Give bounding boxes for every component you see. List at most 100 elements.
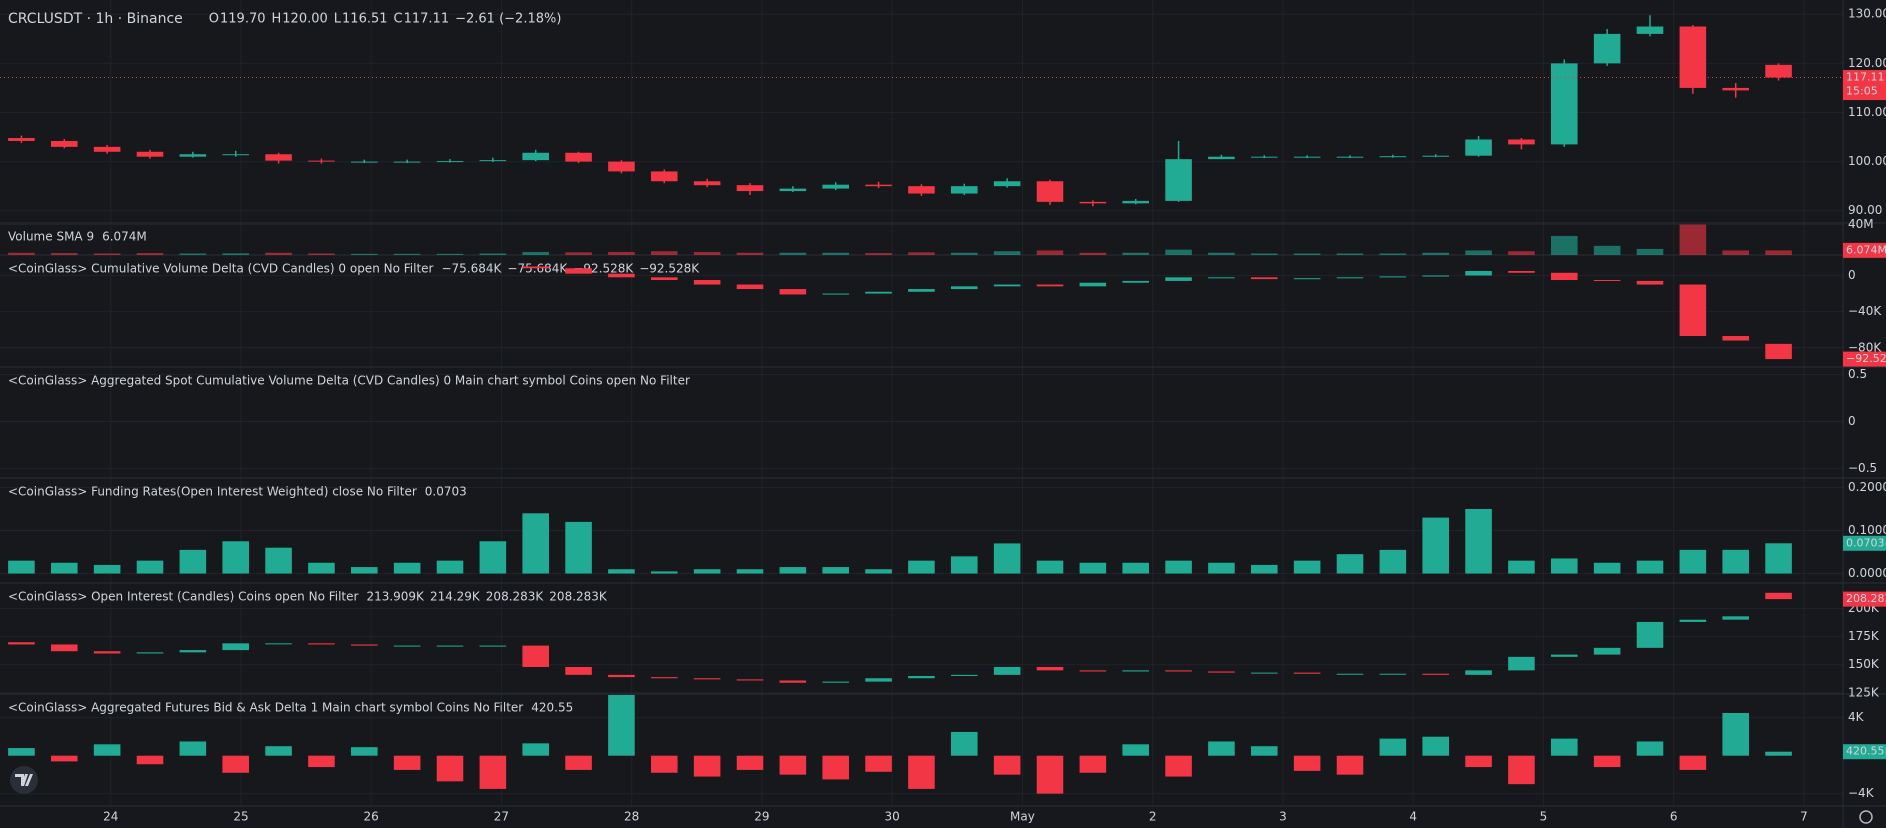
- candle-body: [1379, 276, 1407, 278]
- legend-value: 208.283K: [486, 590, 545, 604]
- x-tick-label: 2: [1149, 810, 1157, 824]
- candle-body: [865, 291, 892, 294]
- candle-body: [993, 181, 1021, 187]
- volume-bar: [1679, 224, 1707, 255]
- grid: [0, 0, 1843, 806]
- x-tick-label: 30: [885, 810, 900, 824]
- volume-bar: [993, 251, 1021, 255]
- bar: [1679, 549, 1707, 574]
- candle-body: [1122, 670, 1149, 672]
- candle-body: [1208, 156, 1235, 160]
- bar: [51, 755, 78, 762]
- candle-body: [1722, 87, 1749, 91]
- y-tick-label: 40M: [1848, 217, 1874, 231]
- bar: [1765, 751, 1792, 756]
- legend-value: 119.70: [220, 12, 266, 27]
- candle-body: [693, 280, 721, 285]
- bar: [608, 569, 635, 574]
- candle-body: [179, 154, 207, 157]
- candle-body: [1636, 621, 1664, 648]
- bar: [351, 567, 378, 574]
- volume-bar: [1593, 245, 1621, 255]
- candle-body: [822, 184, 849, 189]
- legend-value: 208.283K: [549, 590, 608, 604]
- bar: [308, 755, 335, 768]
- candle-body: [565, 152, 592, 162]
- legend-value: 120.00: [282, 12, 328, 27]
- indicator-title: <CoinGlass> Aggregated Spot Cumulative V…: [8, 374, 690, 388]
- volume-bar: [136, 253, 164, 255]
- bar: [1593, 755, 1621, 768]
- bar: [908, 560, 935, 574]
- bar: [1765, 543, 1792, 574]
- candle-body: [222, 154, 249, 156]
- bar: [265, 547, 292, 574]
- bar: [1079, 755, 1107, 773]
- x-tick-label: May: [1010, 810, 1035, 824]
- candle-body: [222, 643, 249, 651]
- bar: [1465, 755, 1492, 768]
- candle-body: [522, 152, 549, 161]
- candle-body: [779, 188, 807, 192]
- bar: [1508, 755, 1535, 785]
- candle-body: [1636, 26, 1664, 34]
- candle-body: [565, 268, 592, 274]
- candle-body: [1551, 63, 1578, 145]
- candle-body: [779, 680, 807, 683]
- volume-bar: [565, 252, 592, 255]
- price-tag-label: −92.528K: [1846, 352, 1886, 365]
- candle-body: [436, 161, 464, 163]
- candle-body: [951, 674, 978, 676]
- bar: [436, 755, 464, 782]
- price-tag: [1843, 351, 1886, 367]
- bar: [993, 755, 1021, 775]
- bar: [265, 746, 292, 756]
- bar: [736, 569, 764, 574]
- bar: [1379, 738, 1407, 756]
- candle-body: [565, 666, 592, 675]
- candle-body: [1679, 284, 1707, 337]
- bar: [951, 556, 978, 574]
- x-tick-label: 24: [103, 810, 118, 824]
- candle-body: [993, 284, 1021, 287]
- bar: [479, 541, 507, 574]
- volume-bar: [308, 253, 335, 255]
- volume-bar: [1165, 249, 1192, 255]
- candle-body: [1036, 666, 1064, 671]
- bar: [1422, 736, 1449, 756]
- price-tag: [1843, 242, 1886, 258]
- indicator-title: <CoinGlass> Funding Rates(Open Interest …: [8, 485, 417, 499]
- legend-value: −75.684K: [507, 262, 568, 276]
- volume-bar: [1122, 252, 1149, 255]
- settings-icon[interactable]: [1859, 810, 1873, 824]
- legend-value: L: [334, 12, 342, 27]
- y-tick-label: 0: [1848, 414, 1856, 428]
- bar: [136, 560, 164, 574]
- candle-body: [1465, 139, 1492, 156]
- candle-body: [865, 678, 892, 682]
- x-tick-label: 27: [494, 810, 509, 824]
- volume-bar: [179, 253, 207, 255]
- legend-value: −2.61 (−2.18%): [455, 12, 561, 27]
- bar: [1293, 560, 1321, 574]
- candle-body: [1508, 139, 1535, 145]
- bar: [436, 560, 464, 574]
- candle-body: [1336, 277, 1364, 279]
- bar: [736, 755, 764, 770]
- candle-body: [265, 643, 292, 645]
- volume-bar: [8, 252, 35, 255]
- candle-body: [1379, 156, 1407, 158]
- bar: [1636, 741, 1664, 756]
- price-tag-label: 208.283K: [1846, 592, 1886, 605]
- y-tick-label: 125K: [1848, 685, 1880, 699]
- candle-body: [1079, 282, 1107, 287]
- candle-body: [308, 160, 335, 162]
- price-tag: [1843, 70, 1886, 101]
- y-tick-label: 100.00: [1848, 154, 1886, 168]
- candle-body: [1508, 656, 1535, 671]
- volume-bar: [1551, 235, 1578, 255]
- candle-body: [822, 293, 849, 295]
- y-tick-label: 130.00: [1848, 7, 1886, 21]
- legend-value: O: [209, 12, 219, 27]
